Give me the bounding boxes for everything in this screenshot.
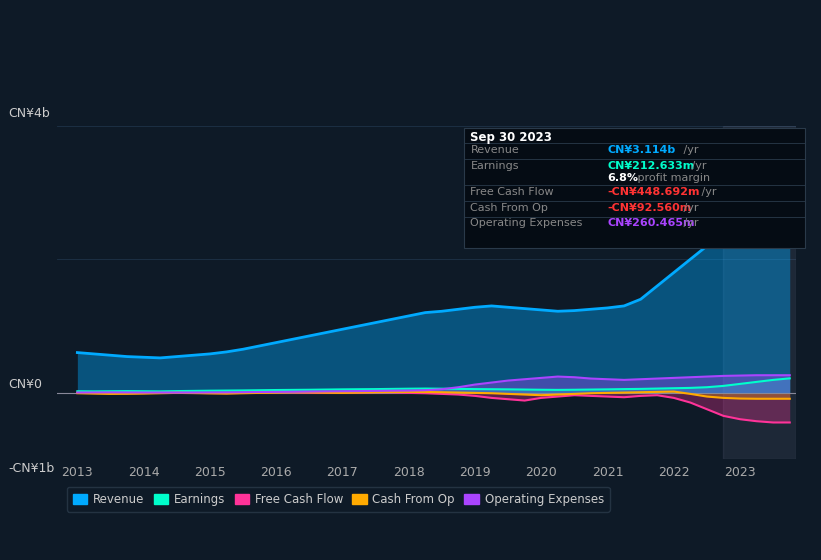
Legend: Revenue, Earnings, Free Cash Flow, Cash From Op, Operating Expenses: Revenue, Earnings, Free Cash Flow, Cash … [67,487,610,512]
Text: Cash From Op: Cash From Op [470,203,548,213]
Text: Earnings: Earnings [470,161,519,171]
Text: -CN¥92.560m: -CN¥92.560m [608,203,692,213]
Text: CN¥3.114b: CN¥3.114b [608,145,676,155]
Text: CN¥212.633m: CN¥212.633m [608,161,695,171]
Text: Free Cash Flow: Free Cash Flow [470,187,554,197]
Text: -CN¥448.692m: -CN¥448.692m [608,187,700,197]
Bar [723,126,796,459]
Text: 6.8%: 6.8% [608,173,639,183]
Text: /yr: /yr [680,203,699,213]
Text: /yr: /yr [698,187,717,197]
Text: -CN¥1b: -CN¥1b [8,462,54,475]
Text: Revenue: Revenue [470,145,519,155]
Text: CN¥4b: CN¥4b [8,108,50,120]
Text: /yr: /yr [680,218,699,228]
Text: CN¥260.465m: CN¥260.465m [608,218,695,228]
Text: Operating Expenses: Operating Expenses [470,218,583,228]
Text: /yr: /yr [680,145,699,155]
Text: /yr: /yr [688,161,707,171]
Text: profit margin: profit margin [634,173,710,183]
Text: CN¥0: CN¥0 [8,379,42,391]
Text: Sep 30 2023: Sep 30 2023 [470,131,553,144]
